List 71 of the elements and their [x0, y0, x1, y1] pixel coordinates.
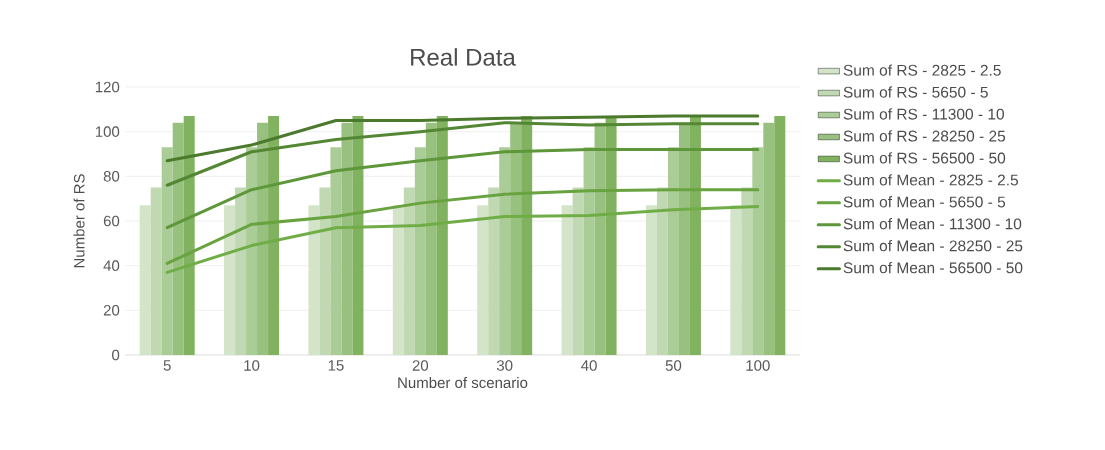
bar — [268, 116, 280, 355]
legend-label: Sum of Mean - 56500 - 50 — [843, 261, 1023, 274]
bar — [561, 205, 573, 355]
bar — [246, 147, 258, 355]
bar — [730, 205, 742, 355]
bar — [235, 187, 247, 355]
bar — [667, 147, 679, 355]
bar — [656, 187, 668, 355]
bar — [139, 205, 151, 355]
y-tick-label: 40 — [103, 260, 120, 271]
bar — [392, 205, 404, 355]
bar — [341, 122, 353, 355]
legend-label: Sum of Mean - 2825 - 2.5 — [843, 174, 1019, 186]
y-tick-label: 60 — [103, 215, 120, 227]
bar — [488, 187, 500, 355]
y-tick-label: 120 — [95, 81, 120, 93]
bar — [774, 116, 786, 355]
legend-label: Sum of RS - 56500 - 50 — [843, 152, 1006, 164]
bar — [257, 122, 269, 355]
bar — [752, 147, 764, 355]
bar — [224, 205, 236, 355]
bar — [605, 116, 617, 355]
bar — [161, 147, 173, 355]
x-tick-label: 100 — [746, 360, 770, 371]
x-tick-label: 40 — [581, 360, 597, 371]
bar — [330, 147, 342, 355]
bar — [645, 205, 657, 355]
x-tick-label: 10 — [244, 360, 260, 371]
bar — [477, 205, 489, 355]
legend-label: Sum of RS - 2825 - 2.5 — [843, 64, 1001, 76]
y-axis-title: Number of RS — [73, 174, 85, 268]
line-series — [165, 121, 760, 187]
bar — [583, 147, 595, 355]
bar — [689, 116, 701, 355]
bar — [150, 187, 162, 355]
bar — [763, 122, 775, 355]
legend-label: Sum of RS - 28250 - 25 — [843, 130, 1006, 142]
y-tick-label: 20 — [103, 305, 120, 316]
x-axis-title: Number of scenario — [398, 377, 528, 389]
bar — [436, 116, 448, 355]
legend-label: Sum of RS - 5650 - 5 — [843, 86, 988, 98]
bar — [499, 147, 511, 355]
x-tick-label: 15 — [328, 360, 344, 371]
y-tick-label: 80 — [103, 171, 120, 182]
x-tick-label: 30 — [496, 360, 513, 371]
bar — [319, 187, 331, 355]
x-tick-label: 20 — [412, 360, 429, 371]
y-tick-label: 0 — [112, 349, 120, 361]
legend-label: Sum of Mean - 11300 - 10 — [843, 218, 1022, 230]
line-series — [165, 204, 760, 274]
bar — [510, 122, 522, 355]
chart-title: Real Data — [411, 48, 516, 66]
bar — [741, 187, 753, 355]
bar — [172, 122, 184, 355]
bar — [352, 116, 364, 355]
line-series — [165, 114, 760, 163]
bar — [521, 116, 533, 355]
legend-label: Sum of RS - 11300 - 10 — [843, 108, 1004, 120]
bar — [678, 122, 690, 355]
y-tick-label: 100 — [95, 126, 120, 137]
bar — [308, 205, 320, 355]
x-tick-label: 50 — [665, 360, 682, 371]
bar — [403, 187, 415, 355]
x-tick-label: 5 — [163, 360, 171, 371]
bar — [572, 187, 584, 355]
legend-label: Sum of Mean - 5650 - 5 — [843, 196, 1006, 208]
bar — [183, 116, 195, 355]
line-series — [165, 188, 760, 265]
legend-label: Sum of Mean - 28250 - 25 — [843, 239, 1023, 252]
bar — [425, 122, 437, 355]
bar — [414, 147, 426, 355]
